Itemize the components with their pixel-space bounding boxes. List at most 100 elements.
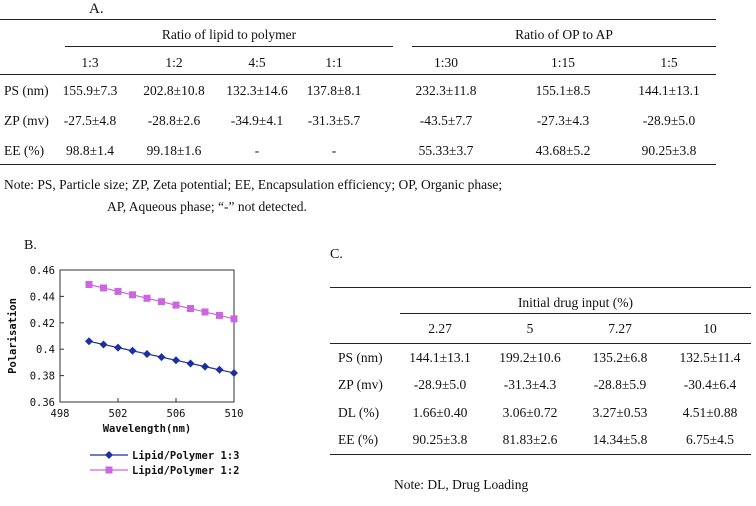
table-c-cell: 3.27±0.53 (592, 405, 648, 420)
table-c-cell: 132.5±11.4 (679, 350, 741, 365)
table-a-col-header: 1:3 (81, 55, 99, 70)
table-a-cell: 202.8±10.8 (143, 83, 205, 98)
series-1-point (128, 346, 137, 355)
legend-marker (105, 466, 113, 474)
y-tick-label: 0.4 (36, 344, 55, 356)
table-a-col-header: 4:5 (248, 55, 266, 70)
series-1-point (172, 356, 180, 365)
table-c-col-header: 10 (703, 321, 717, 336)
series-1-point (114, 343, 122, 352)
series-2-point (100, 284, 107, 292)
table-c-bottom-rule (330, 454, 751, 455)
table-c-cell: -30.4±6.4 (683, 377, 737, 392)
table-c-cell: 199.2±10.6 (499, 350, 561, 365)
series-2-point (230, 315, 238, 323)
series-1-point (230, 368, 238, 377)
series-1-point (186, 359, 195, 368)
table-c-group: Initial drug input (%) (517, 295, 634, 310)
legend-label: Lipid/Polymer 1:2 (132, 465, 239, 477)
table-a-cell: -27.3±4.3 (536, 113, 590, 128)
table-c-cell: -28.9±5.0 (413, 377, 467, 392)
x-tick-label: 510 (225, 408, 244, 420)
legend-label: Lipid/Polymer 1:3 (132, 450, 239, 462)
table-a-cell: - (254, 143, 260, 158)
table-a-cell: 99.18±1.6 (146, 143, 202, 158)
table-a-group-left-rule (65, 46, 393, 47)
table-a-cell: 43.68±5.2 (535, 143, 591, 158)
plot-frame (59, 269, 235, 403)
series-2-point (143, 294, 151, 302)
table-a-cell: 90.25±3.8 (641, 143, 697, 158)
table-c-note: Note: DL, Drug Loading (394, 477, 529, 492)
x-tick-label: 498 (51, 408, 70, 420)
table-c-col-header: 5 (526, 321, 534, 336)
table-a-cell: -43.5±7.7 (419, 113, 473, 128)
series-1-point (215, 365, 224, 374)
table-c-col-header: 7.27 (608, 321, 632, 336)
table-a-top-rule (0, 19, 716, 20)
table-c-cell: 144.1±13.1 (409, 350, 471, 365)
x-tick-label: 506 (167, 408, 186, 420)
y-tick-label: 0.42 (30, 318, 55, 330)
series-2-point (172, 301, 180, 309)
table-a-cell: 55.33±3.7 (418, 143, 474, 158)
table-a-label: A. (89, 1, 104, 17)
table-a-group-right-rule (412, 46, 716, 47)
y-tick-label: 0.36 (30, 397, 55, 409)
table-c-row-label: PS (nm) (338, 350, 383, 365)
table-a-col-header: 1:15 (550, 55, 575, 70)
series-1-point (201, 362, 209, 371)
table-c-cell: 135.2±6.8 (592, 350, 648, 365)
table-c-cell: 4.51±0.88 (682, 405, 738, 420)
y-tick-label: 0.44 (30, 291, 55, 303)
table-c-row-label: DL (%) (338, 405, 380, 420)
series-2-point (85, 281, 93, 289)
table-c-cell: -31.3±4.3 (503, 377, 557, 392)
table-c-cell: 3.06±0.72 (502, 405, 558, 420)
table-a-header-rule (0, 74, 716, 75)
table-a-row-label: PS (nm) (4, 83, 49, 98)
table-c-cell: 90.25±3.8 (412, 432, 468, 447)
series-2-point (158, 298, 165, 306)
table-c-cell: 14.34±5.8 (592, 432, 648, 447)
legend-marker (105, 451, 113, 459)
series-1-point (85, 337, 93, 346)
table-a-cell: 137.8±8.1 (306, 83, 362, 98)
table-c-cell: -28.8±5.9 (593, 377, 647, 392)
table-a-cell: -31.3±5.7 (307, 113, 361, 128)
table-a-cell: -28.8±2.6 (147, 113, 201, 128)
table-a-group-left: Ratio of lipid to polymer (161, 27, 297, 42)
table-c-cell: 81.83±2.6 (502, 432, 558, 447)
series-1-point (99, 340, 108, 349)
table-a-row-label: ZP (mv) (4, 113, 49, 128)
table-c-group-rule (400, 313, 751, 314)
polarisation-chart: 0.36 0.38 0.4 0.42 0.44 0.46 498 502 506 510 Wavel… (7, 265, 244, 477)
table-a-col-header: 1:1 (325, 55, 343, 70)
table-a-cell: 155.1±8.5 (535, 83, 591, 98)
table-a-bottom-rule (0, 164, 716, 165)
table-a-cell: 232.3±11.8 (415, 83, 477, 98)
table-c-row-label: EE (%) (338, 432, 379, 447)
y-tick-label: 0.46 (30, 265, 55, 277)
table-a-col-header: 1:5 (660, 55, 678, 70)
table-a-cell: 98.8±1.4 (66, 143, 114, 158)
series-1-point (157, 353, 166, 362)
table-a-cell: 132.3±14.6 (226, 83, 288, 98)
series-2-point (114, 287, 122, 295)
table-a-cell: 155.9±7.3 (62, 83, 118, 98)
table-a-cell: - (331, 143, 337, 158)
table-c-row-label: ZP (mv) (338, 377, 383, 392)
table-a-row-label: EE (%) (4, 143, 45, 158)
table-c-cell: 6.75±4.5 (686, 432, 734, 447)
table-a-cell: -34.9±4.1 (230, 113, 284, 128)
table-a-cell: -28.9±5.0 (642, 113, 696, 128)
table-c-top-rule (330, 287, 751, 288)
table-a-note-line2: AP, Aqueous phase; “-” not detected. (107, 199, 307, 214)
table-a-cell: -27.5±4.8 (63, 113, 117, 128)
series-2-point (129, 291, 136, 299)
y-axis-title: Polarisation (7, 298, 19, 374)
table-a-col-header: 1:30 (433, 55, 458, 70)
series-2-point (187, 305, 194, 313)
table-a-cell: 144.1±13.1 (638, 83, 700, 98)
table-c-cell: 1.66±0.40 (412, 405, 468, 420)
